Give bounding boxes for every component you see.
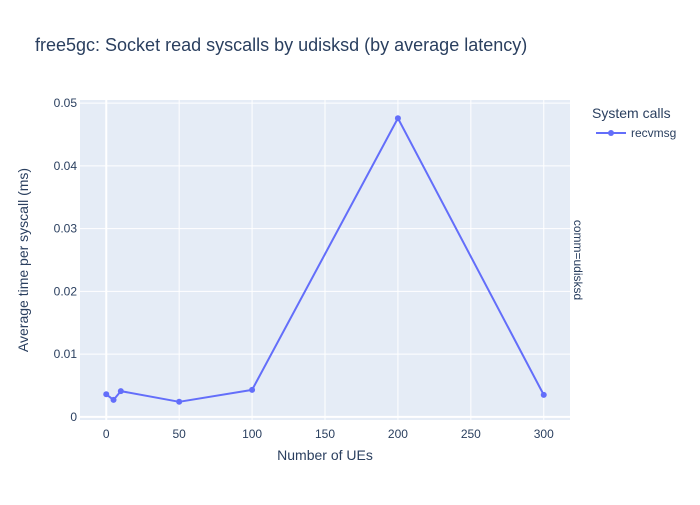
- y-tick-label: 0.02: [54, 284, 78, 298]
- x-tick-label: 200: [388, 427, 408, 441]
- data-point[interactable]: [540, 391, 547, 398]
- x-tick-label: 0: [103, 427, 110, 441]
- y-tick-label: 0.04: [54, 159, 78, 173]
- x-tick-label: 100: [242, 427, 262, 441]
- facet-label: comm=udisksd: [571, 220, 585, 300]
- axis-layer: 0 50 100 150 200 250 300 0 0.01 0.02 0.03 0.04 0.05: [54, 96, 554, 441]
- chart-title: free5gc: Socket read syscalls by udisksd…: [35, 35, 527, 55]
- data-point[interactable]: [176, 398, 183, 405]
- series-layer: [103, 115, 547, 405]
- y-axis-title: Average time per syscall (ms): [15, 168, 31, 352]
- y-tick-label: 0: [70, 410, 77, 424]
- x-tick-label: 300: [534, 427, 554, 441]
- legend-series-label: recvmsg: [631, 126, 676, 140]
- legend-marker-swatch: [608, 130, 614, 136]
- legend-item-recvmsg[interactable]: recvmsg: [596, 126, 676, 140]
- legend-title: System calls: [592, 105, 671, 121]
- data-point[interactable]: [110, 396, 117, 403]
- x-axis-title: Number of UEs: [277, 447, 373, 463]
- data-point[interactable]: [249, 386, 256, 393]
- data-point[interactable]: [394, 115, 401, 122]
- x-tick-label: 150: [315, 427, 335, 441]
- x-tick-label: 50: [172, 427, 186, 441]
- data-point[interactable]: [103, 391, 110, 398]
- y-tick-label: 0.03: [54, 222, 78, 236]
- data-point[interactable]: [117, 388, 124, 395]
- y-tick-label: 0.01: [54, 347, 78, 361]
- x-tick-label: 250: [461, 427, 481, 441]
- y-tick-label: 0.05: [54, 96, 78, 110]
